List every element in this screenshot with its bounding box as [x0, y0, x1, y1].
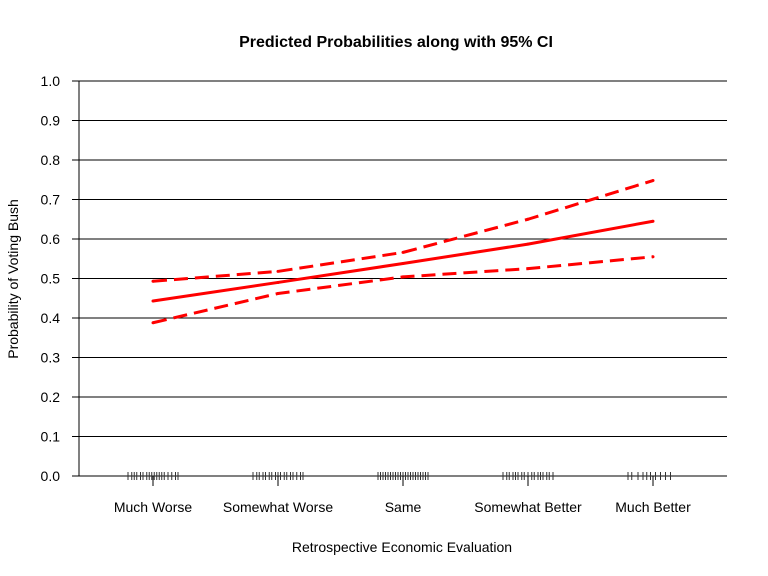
chart-title: Predicted Probabilities along with 95% C…	[239, 34, 553, 51]
series-1-point	[401, 250, 405, 254]
y-axis-label: Probability of Voting Bush	[5, 199, 21, 359]
series-0-point	[276, 280, 280, 284]
x-tick-label: Somewhat Worse	[223, 499, 333, 515]
y-tick-label: 0.6	[41, 231, 61, 247]
series-2-point	[401, 275, 405, 279]
series-line-1	[152, 179, 654, 283]
series-0-point	[526, 242, 530, 246]
x-axis-label: Retrospective Economic Evaluation	[292, 539, 512, 555]
y-tick-label: 0.1	[41, 429, 61, 445]
series-1-point	[526, 217, 530, 221]
y-tick-label: 0.8	[41, 152, 61, 168]
y-tick-label: 0.5	[41, 271, 61, 287]
series-0-point	[151, 299, 155, 303]
series-2-point	[651, 255, 655, 259]
series-2-point	[276, 292, 280, 296]
series-2-point	[526, 267, 530, 271]
y-tick-label: 0.2	[41, 389, 61, 405]
series-1-point	[651, 179, 655, 183]
y-tick-label: 0.7	[41, 192, 61, 208]
y-axis-ticks: 0.0 0.1 0.2 0.3 0.4 0.5 0.6 0.7 0.8 0.9 1.0	[41, 73, 79, 484]
x-tick-label: Somewhat Better	[474, 499, 582, 515]
series-1-point	[276, 269, 280, 273]
y-tick-label: 1.0	[41, 73, 61, 89]
y-tick-label: 0.9	[41, 113, 61, 129]
series-2-point	[151, 321, 155, 325]
y-tick-label: 0.3	[41, 350, 61, 366]
y-tick-label: 0.4	[41, 310, 61, 326]
x-tick-label: Same	[385, 499, 422, 515]
x-axis-ticks: Much Worse Somewhat Worse Same Somewhat Bet…	[114, 476, 691, 515]
series-0-point	[651, 219, 655, 223]
x-tick-label: Much Better	[615, 499, 691, 515]
x-tick-label: Much Worse	[114, 499, 193, 515]
rug-marks	[127, 472, 671, 480]
series-lines	[151, 179, 655, 325]
y-tick-label: 0.0	[41, 468, 61, 484]
series-1-point	[151, 279, 155, 283]
series-0-point	[401, 261, 405, 265]
